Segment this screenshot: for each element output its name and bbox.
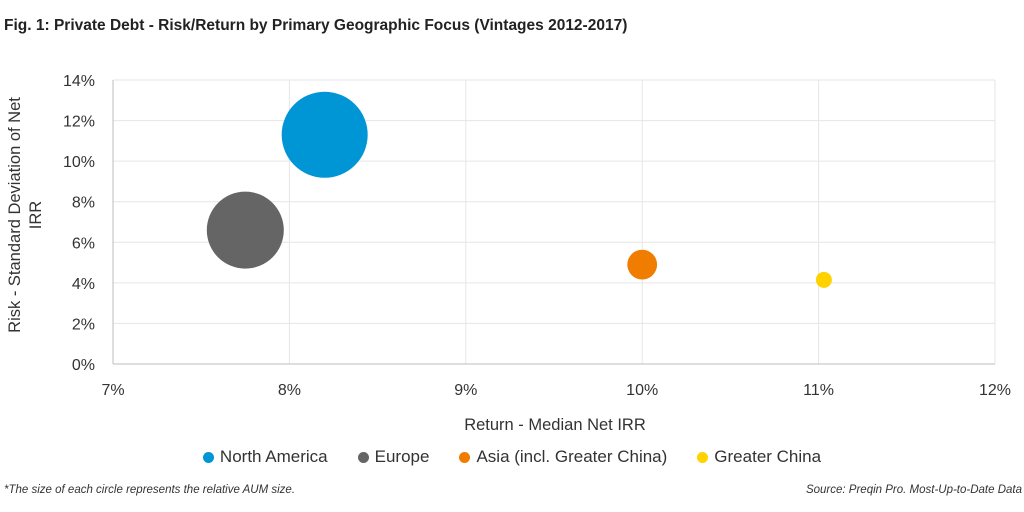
legend-swatch	[357, 451, 369, 463]
bubble-greater-china	[815, 271, 832, 288]
footnote: *The size of each circle represents the …	[4, 484, 296, 496]
x-tick-label: 7%	[101, 382, 124, 399]
y-tick-label: 12%	[63, 114, 95, 131]
bubbles	[206, 91, 832, 288]
y-tick-label: 2%	[72, 316, 95, 333]
legend-swatch	[697, 451, 709, 463]
y-tick-label: 14%	[63, 73, 95, 90]
x-tick-label: 11%	[803, 382, 834, 399]
tick-labels: 7% 8% 9% 10% 11% 12% 0% 2% 4% 6% 8% 10% 12% 14%	[63, 73, 1011, 399]
x-tick-label: 10%	[626, 382, 658, 399]
axes	[112, 80, 995, 365]
bubble-europe	[206, 191, 284, 269]
legend-label: Europe	[374, 447, 430, 466]
y-tick-label: 4%	[72, 276, 95, 293]
legend-item: North America	[202, 447, 328, 467]
x-tick-label: 9%	[454, 382, 477, 399]
x-tick-label: 8%	[278, 382, 301, 399]
legend-item: Asia (incl. Greater China)	[459, 447, 667, 467]
y-tick-label: 0%	[72, 357, 95, 374]
x-axis-title: Return - Median Net IRR	[464, 416, 646, 434]
legend-label: North America	[219, 447, 328, 466]
legend-swatch	[459, 451, 471, 463]
legend-item: Europe	[357, 447, 430, 467]
legend-label: Greater China	[714, 447, 822, 466]
x-tick-label: 12%	[979, 382, 1011, 399]
bubble-north-america	[281, 91, 368, 178]
legend: North America Europe Asia (incl. Greater C…	[0, 447, 1024, 467]
y-tick-label: 8%	[72, 195, 95, 212]
legend-item: Greater China	[697, 447, 821, 467]
source-note: Source: Preqin Pro. Most-Up-to-Date Data	[805, 484, 1022, 496]
legend-label: Asia (incl. Greater China)	[476, 447, 668, 466]
bubble-asia-incl-greater-china	[627, 249, 658, 280]
chart-title: Fig. 1: Private Debt - Risk/Return by Pr…	[4, 17, 628, 34]
y-tick-label: 10%	[63, 154, 95, 171]
y-axis-title: Risk - Standard Deviation of Net IRR	[6, 97, 45, 333]
y-tick-label: 6%	[72, 235, 95, 252]
legend-swatch	[202, 451, 214, 463]
